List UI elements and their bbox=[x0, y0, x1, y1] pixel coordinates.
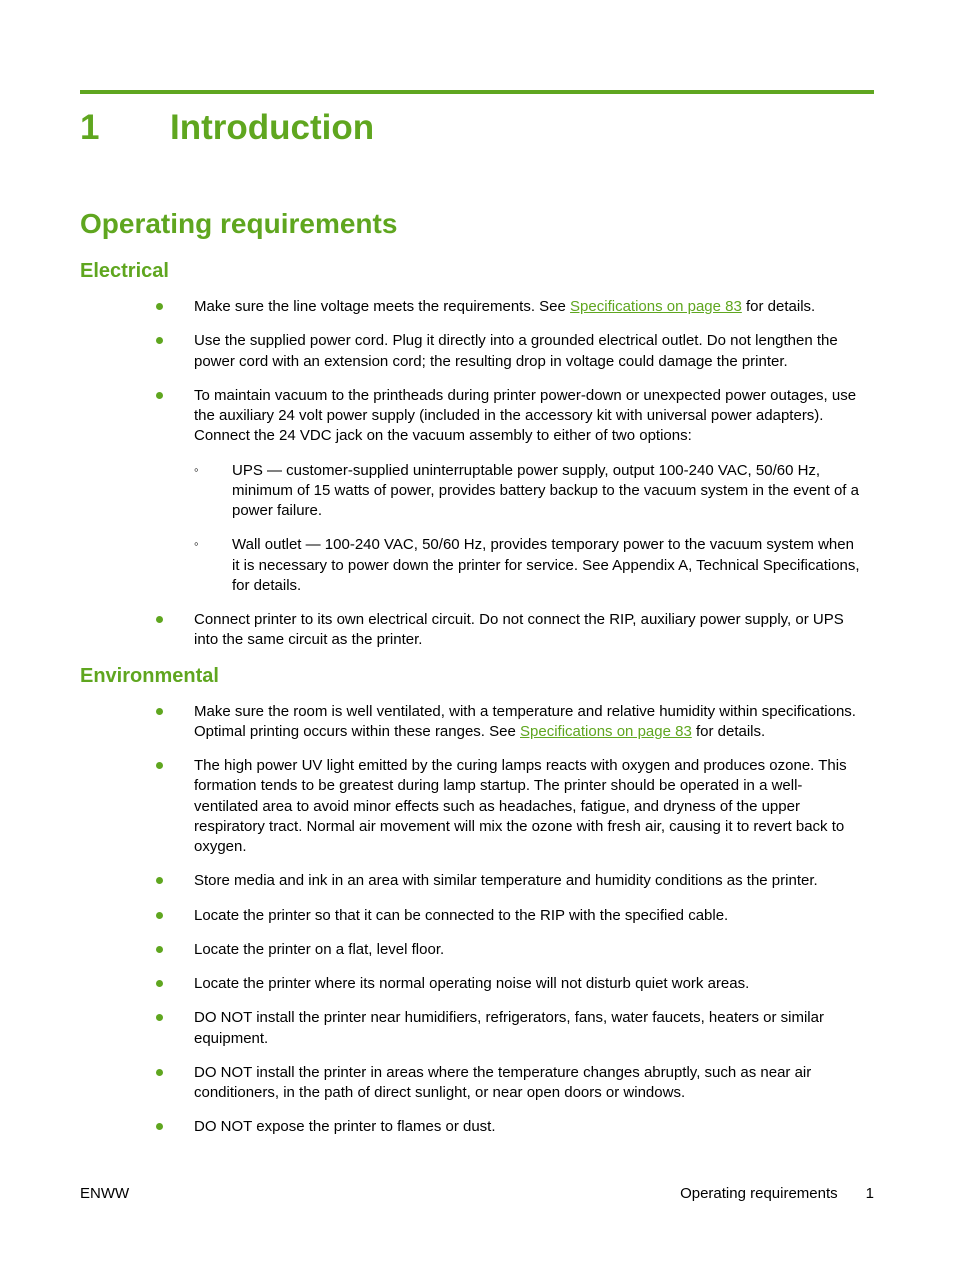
specifications-link[interactable]: Specifications on page 83 bbox=[570, 298, 742, 315]
list-item-text: Locate the printer on a flat, level floo… bbox=[194, 941, 444, 958]
top-rule bbox=[80, 90, 874, 94]
environmental-list: Make sure the room is well ventilated, w… bbox=[80, 702, 874, 1138]
list-item-text: DO NOT install the printer near humidifi… bbox=[194, 1009, 824, 1046]
list-item: Store media and ink in an area with simi… bbox=[156, 871, 864, 891]
list-item-text: Connect printer to its own electrical ci… bbox=[194, 611, 844, 648]
footer-page-number: 1 bbox=[866, 1185, 874, 1202]
list-item: DO NOT expose the printer to flames or d… bbox=[156, 1117, 864, 1137]
list-item: To maintain vacuum to the printheads dur… bbox=[156, 386, 864, 596]
list-item-text: Wall outlet — 100-240 VAC, 50/60 Hz, pro… bbox=[232, 536, 860, 594]
electrical-list: Make sure the line voltage meets the req… bbox=[80, 297, 874, 651]
list-item-text: Make sure the line voltage meets the req… bbox=[194, 298, 570, 315]
list-item: The high power UV light emitted by the c… bbox=[156, 756, 864, 857]
list-item: UPS — customer-supplied uninterruptable … bbox=[194, 461, 864, 522]
section-heading: Operating requirements bbox=[80, 208, 874, 240]
specifications-link[interactable]: Specifications on page 83 bbox=[520, 723, 692, 740]
list-item: Locate the printer on a flat, level floo… bbox=[156, 940, 864, 960]
list-item-text: for details. bbox=[692, 723, 765, 740]
page-footer: ENWW Operating requirements 1 bbox=[80, 1185, 874, 1202]
list-item: Locate the printer where its normal oper… bbox=[156, 974, 864, 994]
footer-section-title: Operating requirements bbox=[680, 1185, 838, 1202]
subsection-electrical-heading: Electrical bbox=[80, 260, 874, 283]
list-item-text: Store media and ink in an area with simi… bbox=[194, 872, 818, 889]
electrical-sublist: UPS — customer-supplied uninterruptable … bbox=[194, 461, 864, 597]
list-item: Use the supplied power cord. Plug it dir… bbox=[156, 331, 864, 372]
list-item: Make sure the line voltage meets the req… bbox=[156, 297, 864, 317]
list-item: DO NOT install the printer near humidifi… bbox=[156, 1008, 864, 1049]
list-item-text: DO NOT expose the printer to flames or d… bbox=[194, 1118, 496, 1135]
list-item-text: Use the supplied power cord. Plug it dir… bbox=[194, 332, 838, 369]
list-item-text: The high power UV light emitted by the c… bbox=[194, 757, 847, 855]
footer-left: ENWW bbox=[80, 1185, 129, 1202]
subsection-environmental-heading: Environmental bbox=[80, 665, 874, 688]
list-item-text: Locate the printer so that it can be con… bbox=[194, 907, 728, 924]
list-item: Make sure the room is well ventilated, w… bbox=[156, 702, 864, 743]
chapter-heading: 1Introduction bbox=[80, 108, 874, 148]
chapter-title: Introduction bbox=[170, 108, 374, 147]
list-item-text: DO NOT install the printer in areas wher… bbox=[194, 1064, 811, 1101]
list-item: Connect printer to its own electrical ci… bbox=[156, 610, 864, 651]
list-item-text: Locate the printer where its normal oper… bbox=[194, 975, 749, 992]
list-item-text: UPS — customer-supplied uninterruptable … bbox=[232, 462, 859, 520]
list-item: Locate the printer so that it can be con… bbox=[156, 906, 864, 926]
list-item: Wall outlet — 100-240 VAC, 50/60 Hz, pro… bbox=[194, 535, 864, 596]
list-item: DO NOT install the printer in areas wher… bbox=[156, 1063, 864, 1104]
chapter-number: 1 bbox=[80, 108, 170, 148]
list-item-text: To maintain vacuum to the printheads dur… bbox=[194, 387, 856, 445]
list-item-text: for details. bbox=[742, 298, 815, 315]
